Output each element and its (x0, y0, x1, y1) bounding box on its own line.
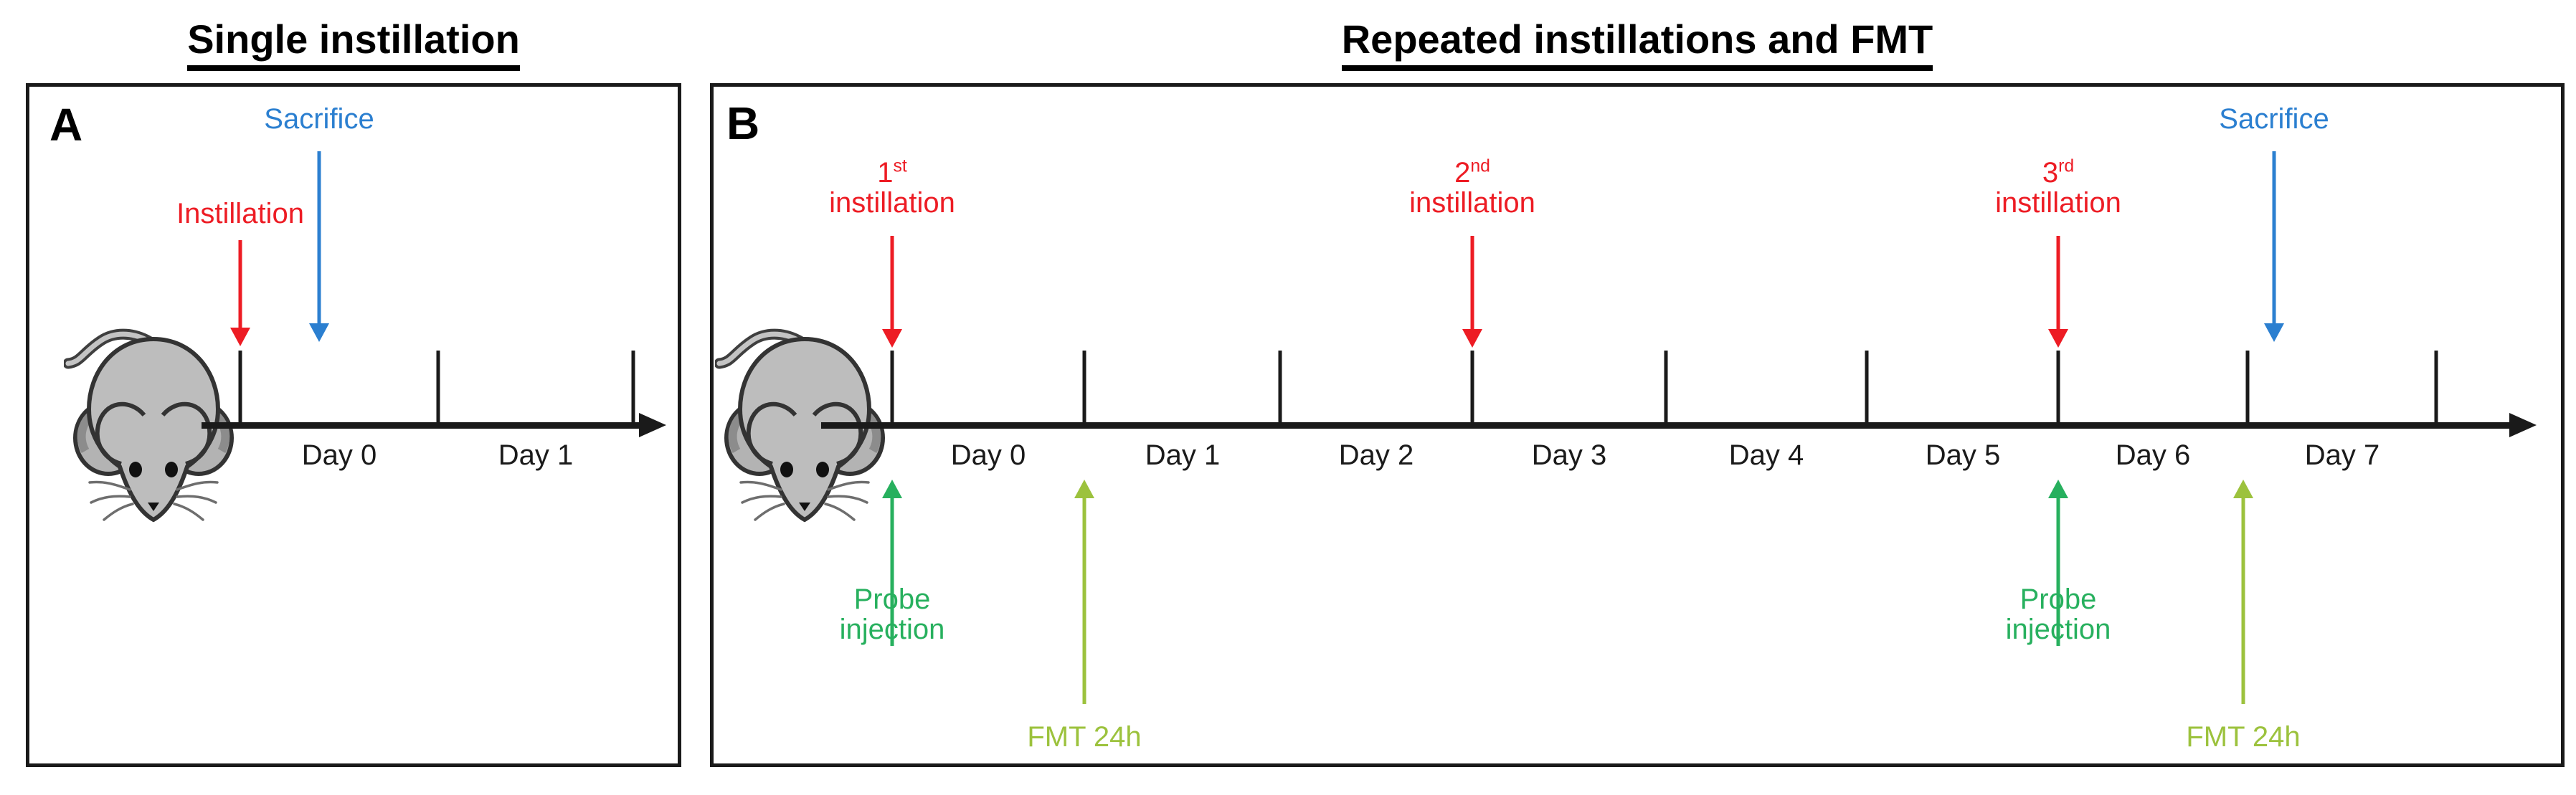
timeline-tick (1664, 351, 1668, 425)
probe-injection-arrow-icon (2047, 480, 2069, 646)
sacrifice-label: Sacrifice (2219, 103, 2329, 135)
timeline-tick (2434, 351, 2438, 425)
timeline-tick (2245, 351, 2250, 425)
panel-a-title-text: Single instillation (187, 16, 520, 71)
sacrifice-arrow-icon (308, 151, 330, 342)
instillation-2-label: 2nd instillation (1409, 156, 1535, 219)
panel-b-title-text: Repeated instillations and FMT (1341, 16, 1933, 71)
timeline-arrowhead-icon (2509, 413, 2537, 437)
panel-b-title: Repeated instillations and FMT (710, 16, 2565, 71)
probe-injection-label: Probe injection (2005, 584, 2111, 645)
timeline-tick (1470, 351, 1474, 425)
instillation-2-arrow-icon (1462, 236, 1483, 348)
day-label: Day 6 (2115, 439, 2191, 471)
probe-injection-label: Probe injection (839, 584, 945, 645)
panel-b: B Day 0 Day 1 Day 2 Day 3 D (710, 83, 2565, 767)
day-label: Day 2 (1338, 439, 1414, 471)
panel-a: A Day 0 Day 1 Instillation S (26, 83, 681, 767)
timeline-tick (436, 351, 440, 425)
fmt-arrow-icon (2232, 480, 2254, 704)
instillation-3-arrow-icon (2047, 236, 2069, 348)
fmt-arrow-icon (1074, 480, 1095, 704)
day-label: Day 0 (950, 439, 1026, 471)
fmt-label: FMT 24h (1027, 721, 1142, 753)
day-label: Day 7 (2304, 439, 2380, 471)
panel-a-label: A (49, 99, 83, 151)
day-label: Day 4 (1728, 439, 1804, 471)
sacrifice-label: Sacrifice (264, 103, 374, 135)
timeline-tick (1082, 351, 1086, 425)
instillation-3-label: 3rd instillation (1995, 156, 2121, 219)
timeline-arrowhead-icon (639, 413, 666, 437)
timeline-tick (238, 351, 242, 425)
probe-injection-arrow-icon (881, 480, 903, 646)
timeline-tick (890, 351, 894, 425)
timeline-tick (2056, 351, 2060, 425)
panel-b-label: B (726, 97, 760, 149)
timeline (821, 422, 2512, 429)
instillation-label: Instillation (176, 198, 304, 229)
timeline (202, 422, 642, 429)
timeline-tick (631, 351, 635, 425)
fmt-label: FMT 24h (2186, 721, 2301, 753)
timeline-tick (1865, 351, 1869, 425)
instillation-1-label: 1st instillation (829, 156, 955, 219)
day-label: Day 1 (498, 439, 574, 471)
day-label: Day 3 (1531, 439, 1607, 471)
instillation-1-arrow-icon (881, 236, 903, 348)
day-label: Day 5 (1925, 439, 2001, 471)
day-label: Day 0 (301, 439, 377, 471)
instillation-arrow-icon (229, 240, 251, 346)
sacrifice-arrow-icon (2263, 151, 2285, 342)
timeline-tick (1278, 351, 1282, 425)
day-label: Day 1 (1145, 439, 1221, 471)
panel-a-title: Single instillation (26, 16, 681, 71)
